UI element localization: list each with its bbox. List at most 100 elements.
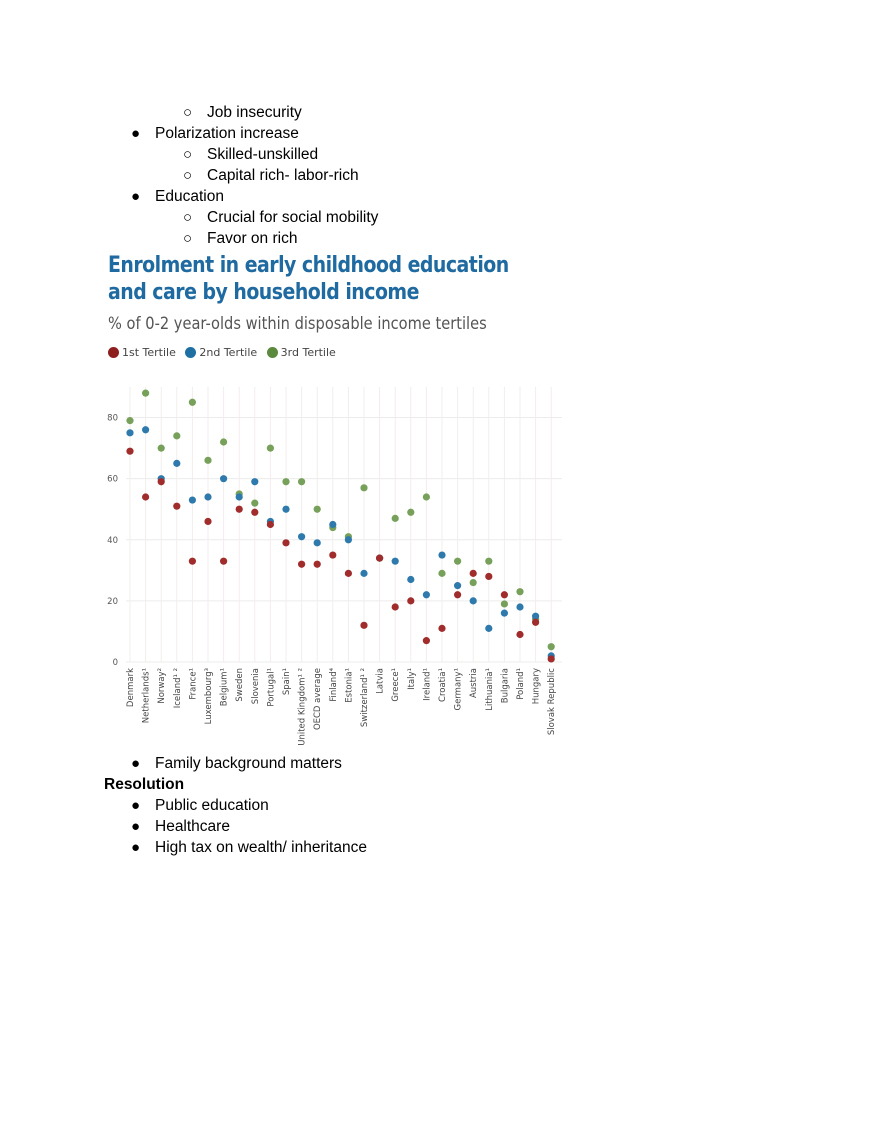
data-point <box>422 637 430 645</box>
data-point <box>313 539 321 547</box>
chart-subtitle: % of 0-2 year-olds within disposable inc… <box>108 314 487 334</box>
data-point <box>235 493 243 501</box>
x-tick-label: Croatia¹ <box>438 668 448 702</box>
x-tick-label: Greece¹ <box>391 668 401 702</box>
data-point <box>266 520 274 529</box>
list-item: Public education <box>155 797 269 814</box>
x-tick-label: Slovenia <box>251 668 261 704</box>
data-point <box>298 478 306 486</box>
data-point <box>360 621 368 629</box>
list-bullet: ● <box>131 839 141 856</box>
data-point <box>532 618 540 626</box>
data-point <box>422 591 430 599</box>
x-tick-label: Sweden <box>235 668 245 702</box>
data-point <box>516 588 524 596</box>
data-point <box>485 557 493 565</box>
x-tick-label: France¹ <box>188 668 198 700</box>
data-point <box>142 426 150 434</box>
data-point <box>298 560 306 568</box>
legend-dot <box>266 347 278 358</box>
x-tick-label: Estonia¹ <box>344 668 354 703</box>
x-tick-label: Slovak Republic <box>547 668 557 735</box>
data-point <box>469 578 477 587</box>
scatter-chart: 0 20 40 60 80 Denmark Netherlands¹ Norway² Icela… <box>107 387 562 746</box>
list-bullet: ● <box>131 755 141 772</box>
data-point <box>469 597 477 605</box>
x-tick-label: Bulgaria <box>500 668 510 703</box>
section-heading-resolution: Resolution <box>104 776 185 793</box>
list-item: Education <box>155 188 224 205</box>
list-item: Capital rich- labor-rich <box>207 167 359 184</box>
data-point <box>376 554 384 562</box>
data-point <box>454 557 462 565</box>
data-point <box>204 456 212 464</box>
x-tick-label: Norway² <box>157 668 167 704</box>
data-point <box>438 569 446 577</box>
data-point <box>126 447 134 455</box>
data-point <box>188 496 196 504</box>
legend-item-1st-tertile: 1st Tertile <box>108 346 176 359</box>
data-point <box>391 514 399 522</box>
x-tick-label: Iceland¹ ² <box>173 668 183 708</box>
data-point <box>360 569 368 577</box>
x-tick-label: Poland¹ <box>516 668 526 700</box>
y-tick-label: 0 <box>113 658 118 668</box>
data-point <box>173 432 181 440</box>
legend-label: 3rd Tertile <box>280 346 336 359</box>
list-bullet: ● <box>131 797 141 814</box>
data-point <box>235 505 243 513</box>
data-point <box>329 551 337 559</box>
data-point <box>204 493 212 501</box>
data-point <box>344 536 352 544</box>
list-item: Healthcare <box>155 818 230 835</box>
list-bullet: ○ <box>183 209 193 226</box>
x-tick-label: Spain¹ <box>282 668 292 695</box>
data-point <box>344 569 352 577</box>
list-item: High tax on wealth/ inheritance <box>155 839 367 856</box>
y-tick-label: 60 <box>107 475 118 485</box>
chart-legend: 1st Tertile 2nd Tertile 3rd Tertile <box>108 346 342 361</box>
data-point <box>516 630 524 639</box>
data-point <box>173 502 181 510</box>
data-point <box>329 520 337 529</box>
data-point <box>173 459 181 467</box>
data-point <box>438 624 446 632</box>
data-point <box>188 557 196 565</box>
x-tick-label: Belgium¹ <box>220 668 230 706</box>
legend-dot <box>108 347 119 358</box>
data-point <box>251 508 259 516</box>
list-item: Crucial for social mobility <box>207 209 379 226</box>
x-tick-label: Germany¹ <box>454 668 464 710</box>
data-point <box>313 505 321 513</box>
x-tick-label: Denmark <box>126 668 136 707</box>
data-point <box>126 417 134 425</box>
x-tick-label: OECD average <box>313 668 323 730</box>
list-bullet: ○ <box>183 230 193 247</box>
data-point <box>360 484 368 492</box>
legend-item-3rd-tertile: 3rd Tertile <box>266 346 336 359</box>
list-bullet: ○ <box>183 146 193 163</box>
data-point <box>298 533 306 541</box>
data-point <box>500 600 508 608</box>
y-tick-label: 40 <box>107 536 118 546</box>
legend-label: 2nd Tertile <box>199 346 258 359</box>
data-point <box>547 643 555 651</box>
data-point <box>469 569 477 577</box>
data-point <box>454 582 462 590</box>
data-point <box>407 597 415 605</box>
data-point <box>485 572 493 581</box>
data-point <box>485 624 493 632</box>
data-point <box>313 560 321 568</box>
x-tick-label: Netherlands¹ <box>142 668 152 723</box>
data-point <box>251 478 259 486</box>
data-point <box>532 612 540 620</box>
list-item: Skilled-unskilled <box>207 146 319 163</box>
data-point <box>220 557 228 565</box>
list-item: Favor on rich <box>207 230 298 247</box>
list-bullet: ○ <box>183 104 193 121</box>
data-point <box>391 557 399 565</box>
y-tick-label: 80 <box>107 414 118 424</box>
list-bullet: ● <box>131 818 141 835</box>
data-point <box>500 609 508 617</box>
x-tick-label: Austria <box>469 668 479 698</box>
